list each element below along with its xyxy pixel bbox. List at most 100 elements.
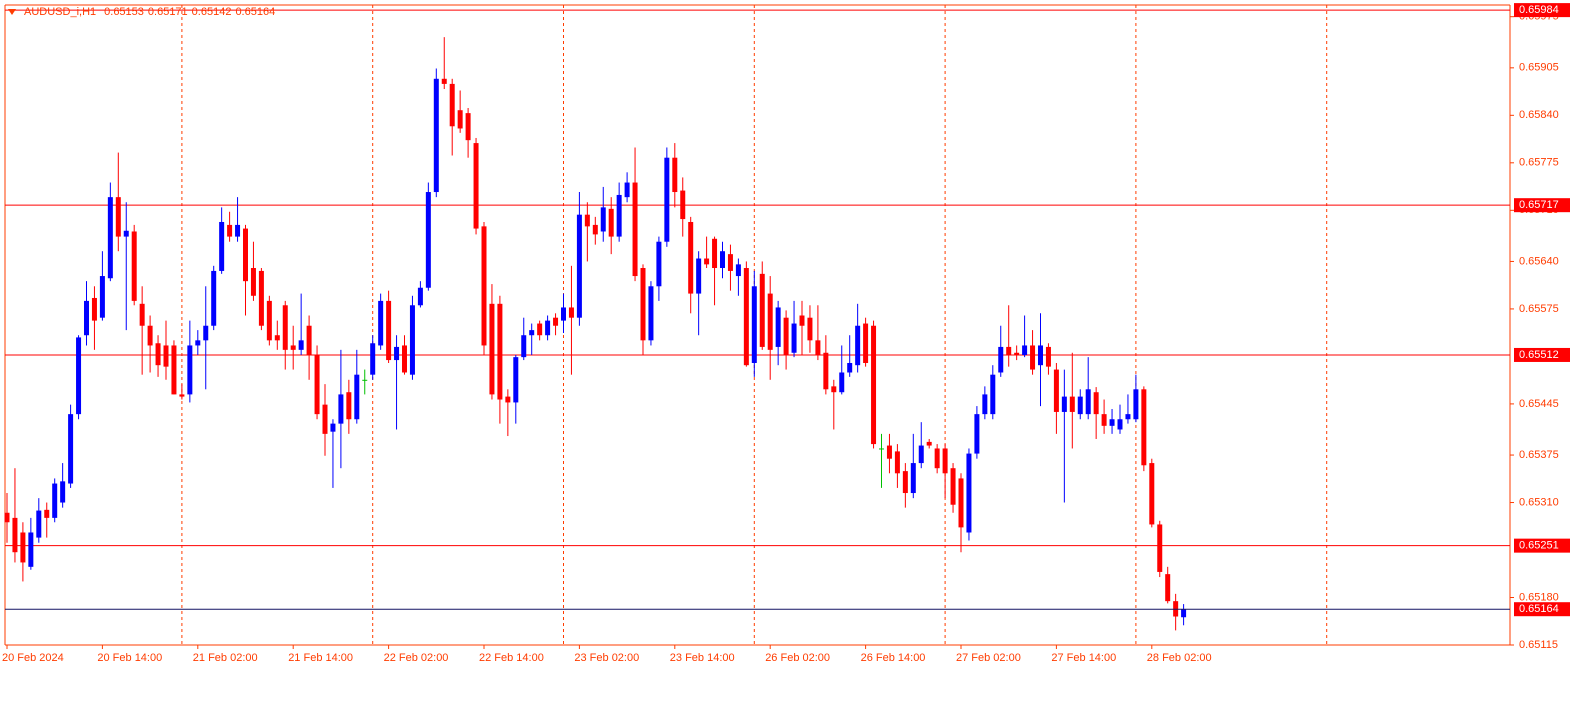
y-tick-label: 0.65775 — [1519, 157, 1559, 169]
header-arrow[interactable] — [8, 9, 16, 15]
candle-body — [537, 323, 543, 336]
candle-body — [727, 254, 733, 271]
candle-body — [640, 268, 646, 341]
x-tick-label: 22 Feb 14:00 — [479, 652, 544, 664]
level-label: 0.65717 — [1519, 199, 1559, 211]
candle-body — [1157, 524, 1163, 572]
symbol-title: AUDUSD_i,H1 — [24, 6, 97, 18]
candle-body — [584, 214, 590, 227]
candle-body — [576, 214, 582, 318]
candle-body — [1061, 396, 1067, 412]
candle-body — [1030, 345, 1036, 370]
x-tick-label: 26 Feb 14:00 — [861, 652, 926, 664]
candle-body — [608, 208, 614, 237]
candle-body — [330, 423, 336, 432]
candle-body — [76, 337, 82, 415]
candle-body — [433, 78, 439, 193]
candle-body — [950, 468, 956, 505]
price-label-box — [1514, 602, 1570, 617]
candle-body — [680, 190, 686, 220]
candle-body — [441, 78, 447, 84]
candle-body — [52, 483, 58, 518]
candle-body — [902, 471, 908, 494]
candle-body — [20, 532, 26, 563]
level-label-box — [1514, 3, 1570, 18]
level-label-box — [1514, 538, 1570, 553]
header-open: 0.65153 — [104, 6, 144, 18]
candle-body — [12, 517, 18, 553]
candle-body — [402, 345, 407, 373]
candle-body — [592, 224, 598, 235]
candle-body — [1077, 396, 1083, 415]
x-tick-label: 28 Feb 02:00 — [1147, 652, 1212, 664]
candle-body — [910, 463, 916, 494]
candle-body — [290, 345, 296, 350]
candle-body — [322, 404, 328, 434]
candle-body — [68, 414, 74, 484]
candle-body — [314, 354, 320, 415]
header-high: 0.65171 — [147, 6, 188, 18]
candle-body — [1022, 345, 1028, 355]
candle-body — [123, 230, 129, 237]
y-tick-label: 0.65840 — [1519, 109, 1559, 121]
x-tick-label: 23 Feb 14:00 — [670, 652, 735, 664]
candle-body — [1181, 609, 1187, 618]
candle-body — [139, 303, 145, 326]
candle-body — [1165, 574, 1171, 602]
candle-body — [958, 478, 964, 528]
candle-body — [775, 307, 781, 347]
candle-body — [417, 287, 423, 306]
candle-body — [378, 300, 384, 346]
x-tick-label: 27 Feb 02:00 — [956, 652, 1021, 664]
x-tick-label: 21 Feb 02:00 — [193, 652, 258, 664]
candle-body — [425, 192, 431, 288]
candle-body — [1045, 346, 1051, 367]
x-tick-label: 27 Feb 14:00 — [1051, 652, 1116, 664]
candle-body — [489, 303, 495, 395]
candle-body — [879, 448, 884, 450]
candle-body — [863, 323, 869, 363]
x-tick-label: 20 Feb 2024 — [2, 652, 64, 664]
x-tick-label: 22 Feb 02:00 — [384, 652, 449, 664]
candle-body — [449, 83, 455, 127]
x-tick-label: 21 Feb 14:00 — [288, 652, 353, 664]
candle-body — [258, 270, 264, 326]
candle-body — [203, 325, 209, 341]
candle-body — [1085, 389, 1091, 415]
candle-body — [1069, 396, 1075, 412]
candle-body — [171, 345, 177, 395]
y-tick-label: 0.65115 — [1519, 639, 1558, 651]
candle-body — [799, 315, 805, 326]
candle-body — [807, 317, 813, 341]
candle-body — [942, 448, 948, 474]
x-tick-label: 26 Feb 02:00 — [765, 652, 830, 664]
candle-body — [457, 110, 463, 129]
candle-body — [1038, 345, 1043, 366]
candle-body — [266, 300, 272, 341]
candle-body — [147, 325, 153, 346]
candle-body — [282, 305, 288, 350]
candle-body — [688, 221, 694, 294]
y-tick-label: 0.65640 — [1519, 255, 1559, 267]
candle-body — [465, 113, 471, 141]
candle-body — [99, 276, 105, 318]
y-tick-label: 0.65575 — [1519, 303, 1559, 315]
header-close: 0.65164 — [235, 6, 276, 18]
candle-body — [656, 241, 662, 287]
candle-body — [871, 325, 877, 445]
candle-body — [704, 258, 710, 265]
header-low: 0.65142 — [191, 6, 232, 18]
candle-body — [561, 307, 566, 321]
y-tick-label: 0.65445 — [1519, 398, 1559, 410]
candle-body — [743, 268, 749, 366]
candle-body — [1149, 463, 1155, 525]
level-label: 0.65512 — [1519, 349, 1559, 361]
candle-body — [91, 297, 97, 321]
price-label: 0.65164 — [1519, 603, 1559, 615]
candle-body — [735, 264, 741, 277]
candle-body — [720, 251, 725, 269]
candle-body — [84, 300, 89, 336]
candle-body — [1109, 419, 1115, 426]
candle-body — [354, 374, 360, 420]
